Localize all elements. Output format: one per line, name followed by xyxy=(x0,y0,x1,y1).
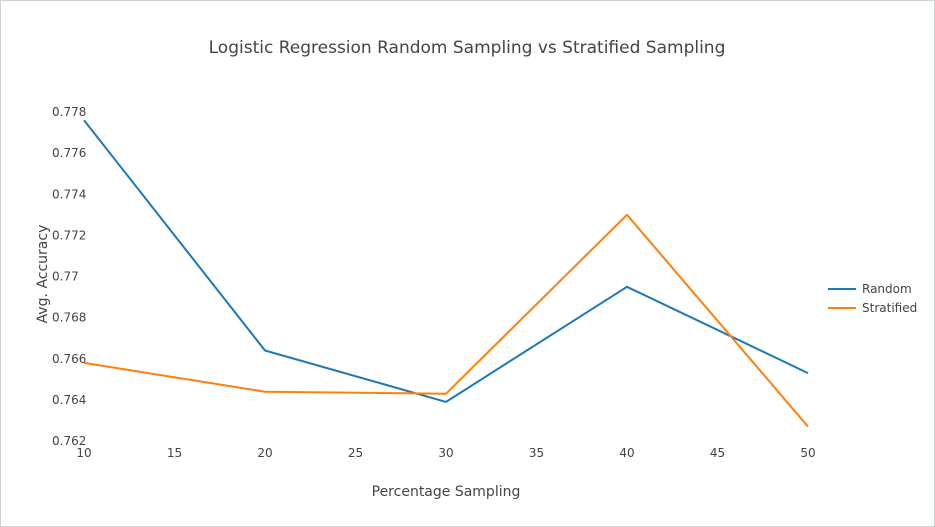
chart-title: Logistic Regression Random Sampling vs S… xyxy=(209,38,726,58)
x-tick-label: 15 xyxy=(167,446,182,460)
y-tick-label: 0.766 xyxy=(52,352,86,366)
x-axis-title: Percentage Sampling xyxy=(372,484,521,500)
series-layer xyxy=(83,119,809,428)
x-tick-label: 50 xyxy=(800,446,815,460)
series-line-stratified[interactable] xyxy=(83,213,809,428)
y-tick-label: 0.778 xyxy=(52,105,86,119)
y-tick-label: 0.776 xyxy=(52,146,86,160)
x-tick-label: 20 xyxy=(257,446,272,460)
legend[interactable]: Random Stratified xyxy=(828,282,917,315)
x-tick-label: 45 xyxy=(710,446,725,460)
y-tick-label: 0.77 xyxy=(52,270,79,284)
x-tick-label: 25 xyxy=(348,446,363,460)
legend-label-random[interactable]: Random xyxy=(862,282,912,296)
y-tick-label: 0.768 xyxy=(52,311,86,325)
y-tick-label: 0.774 xyxy=(52,187,86,201)
x-axis-ticks: 10 15 20 25 30 35 40 45 50 xyxy=(76,446,815,460)
x-tick-label: 30 xyxy=(438,446,453,460)
x-tick-label: 35 xyxy=(529,446,544,460)
series-line-random[interactable] xyxy=(83,119,809,403)
legend-label-stratified[interactable]: Stratified xyxy=(862,301,917,315)
y-axis-title: Avg. Accuracy xyxy=(35,225,51,324)
y-axis-ticks: 0.762 0.764 0.766 0.768 0.77 0.772 0.774 0.776 0… xyxy=(52,105,86,448)
y-tick-label: 0.764 xyxy=(52,393,86,407)
y-tick-label: 0.762 xyxy=(52,434,86,448)
x-tick-label: 10 xyxy=(76,446,91,460)
x-tick-label: 40 xyxy=(619,446,634,460)
y-tick-label: 0.772 xyxy=(52,228,86,242)
